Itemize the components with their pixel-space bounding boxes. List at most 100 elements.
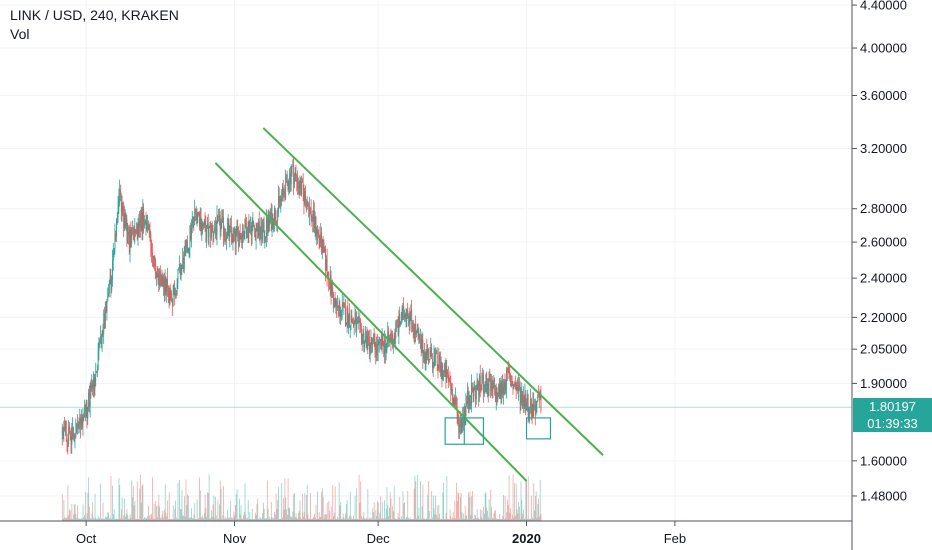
candle-body bbox=[67, 441, 69, 444]
volume-bar bbox=[270, 518, 271, 521]
volume-bar bbox=[339, 505, 341, 521]
volume-bar bbox=[287, 478, 289, 521]
volume-bar bbox=[332, 485, 334, 521]
candle-body bbox=[496, 388, 498, 400]
volume-bar bbox=[204, 494, 206, 521]
candle-body bbox=[494, 384, 496, 392]
candle-body bbox=[183, 257, 184, 269]
candle-body bbox=[253, 221, 255, 228]
volume-bar bbox=[423, 518, 425, 521]
candle-body bbox=[75, 427, 77, 438]
volume-bar bbox=[338, 482, 340, 521]
volume-bar bbox=[187, 494, 188, 521]
volume-bar bbox=[189, 517, 191, 521]
volume-bar bbox=[348, 517, 350, 521]
volume-bar bbox=[424, 518, 426, 521]
candle-body bbox=[447, 369, 449, 375]
candle-body bbox=[242, 231, 244, 243]
volume-bar bbox=[346, 499, 348, 521]
volume-bar bbox=[536, 517, 538, 521]
volume-bar bbox=[405, 516, 407, 521]
volume-bar bbox=[140, 474, 141, 521]
candle-body bbox=[146, 225, 148, 229]
candle-body bbox=[287, 180, 289, 190]
volume-bar bbox=[288, 507, 290, 521]
volume-bar bbox=[65, 518, 66, 521]
volume-bar bbox=[345, 513, 346, 521]
volume-bar bbox=[93, 517, 94, 521]
volume-bar bbox=[233, 511, 235, 521]
candle-body bbox=[400, 322, 401, 325]
volume-bar bbox=[408, 518, 410, 521]
volume-bar bbox=[69, 509, 70, 521]
candle-body bbox=[100, 336, 102, 340]
volume-bar bbox=[412, 518, 413, 521]
candle-body bbox=[235, 228, 236, 245]
candle-body bbox=[279, 198, 281, 202]
volume-bar bbox=[364, 518, 366, 521]
candle-body bbox=[207, 223, 208, 227]
candle-body bbox=[74, 437, 76, 439]
price-tick-label: 1.48000 bbox=[860, 488, 907, 503]
volume-bar bbox=[278, 487, 279, 521]
volume-bar bbox=[197, 518, 199, 521]
candle-body bbox=[215, 227, 216, 229]
candle-body bbox=[516, 387, 518, 390]
volume-bar bbox=[167, 500, 169, 521]
volume-bar bbox=[375, 510, 377, 521]
candle-body bbox=[298, 186, 300, 190]
volume-bar bbox=[520, 481, 522, 521]
candle-body bbox=[507, 369, 509, 372]
candle-body bbox=[276, 221, 278, 222]
candle-body bbox=[511, 383, 512, 386]
volume-bar bbox=[443, 482, 445, 521]
volume-bar bbox=[310, 492, 311, 521]
volume-bar bbox=[384, 500, 386, 521]
candle-body bbox=[460, 421, 462, 428]
drawings[interactable] bbox=[0, 127, 852, 482]
candle-body bbox=[424, 351, 425, 362]
candle-body bbox=[475, 389, 477, 400]
volume-bar bbox=[258, 518, 259, 521]
volume-bar bbox=[115, 518, 117, 521]
candle-body bbox=[171, 293, 173, 302]
candle-body bbox=[244, 220, 246, 234]
volume-bar bbox=[430, 519, 432, 521]
volume-bar bbox=[169, 518, 171, 521]
candle-body bbox=[505, 388, 507, 390]
volume-bar bbox=[286, 509, 287, 521]
volume-bar bbox=[420, 518, 422, 521]
candle-body bbox=[420, 339, 421, 341]
price-axis-panel[interactable] bbox=[852, 0, 932, 550]
volume-bar bbox=[217, 499, 219, 521]
candle-body bbox=[430, 347, 432, 351]
candle-body bbox=[105, 310, 107, 313]
candle-body bbox=[395, 324, 397, 339]
candle-body bbox=[488, 379, 490, 396]
candle-body bbox=[102, 331, 104, 334]
candle-body bbox=[220, 223, 222, 232]
candle-body bbox=[508, 371, 510, 373]
volume-bar bbox=[111, 518, 113, 521]
candle-body bbox=[207, 223, 209, 238]
candle-body bbox=[162, 276, 164, 287]
volume-bar bbox=[63, 499, 65, 521]
candle-body bbox=[235, 230, 237, 245]
volume-bar bbox=[381, 518, 382, 521]
volume-bar bbox=[170, 518, 172, 521]
candle-body bbox=[392, 340, 394, 346]
volume-bar bbox=[210, 517, 212, 521]
candle-body bbox=[201, 227, 203, 231]
candle-body bbox=[147, 223, 149, 226]
volume-bar bbox=[174, 508, 176, 521]
candle-body bbox=[387, 330, 389, 341]
volume-bar bbox=[128, 518, 129, 521]
volume-bar bbox=[507, 500, 508, 521]
volume-bar bbox=[223, 518, 225, 521]
volume-bar bbox=[201, 518, 203, 521]
volume-bar bbox=[475, 515, 476, 521]
candle-body bbox=[512, 385, 514, 390]
candle-body bbox=[503, 383, 505, 388]
volume-bar bbox=[341, 518, 343, 521]
